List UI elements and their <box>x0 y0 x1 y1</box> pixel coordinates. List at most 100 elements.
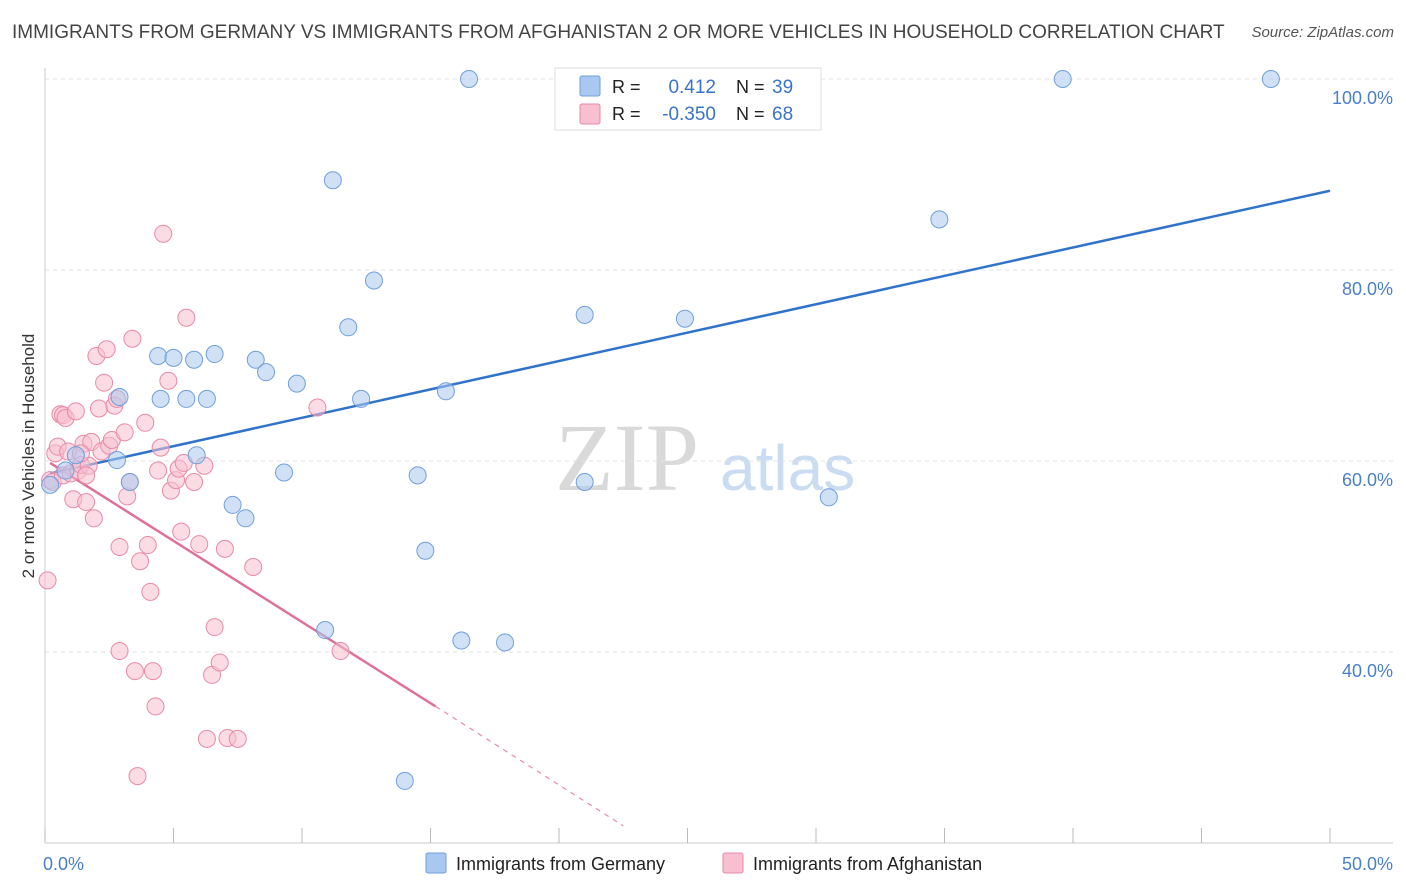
point-germany <box>364 271 383 290</box>
point-afghanistan <box>97 340 116 359</box>
trend-lines <box>49 189 1331 827</box>
point-germany <box>819 488 838 507</box>
point-germany <box>120 473 139 492</box>
point-germany <box>223 495 242 514</box>
point-afghanistan <box>177 308 196 327</box>
point-germany <box>416 541 435 560</box>
point-germany <box>575 305 594 324</box>
point-germany <box>205 345 224 364</box>
point-germany <box>675 309 694 328</box>
point-germany <box>1053 70 1072 88</box>
point-afghanistan <box>128 767 147 786</box>
legend-swatch-afghanistan <box>722 852 744 874</box>
point-germany <box>496 633 515 652</box>
legend-swatch-germany <box>425 852 447 874</box>
point-afghanistan <box>123 329 142 348</box>
point-afghanistan <box>136 413 155 432</box>
axes <box>44 68 1393 844</box>
point-germany <box>323 171 342 190</box>
point-germany <box>107 451 126 470</box>
point-afghanistan <box>172 522 191 541</box>
point-germany <box>185 350 204 369</box>
stats-legend-swatch-germany <box>579 75 601 97</box>
point-afghanistan <box>125 662 144 681</box>
point-afghanistan <box>308 398 327 417</box>
x-tick-label-max: 50.0% <box>1342 854 1393 874</box>
point-germany <box>177 389 196 408</box>
point-germany <box>41 475 60 494</box>
point-afghanistan <box>141 582 160 601</box>
point-germany <box>164 348 183 367</box>
point-afghanistan <box>244 558 263 577</box>
point-germany <box>575 473 594 492</box>
point-afghanistan <box>205 618 224 637</box>
x-tick-label-min: 0.0% <box>43 854 84 874</box>
point-germany <box>187 446 206 465</box>
data-points <box>38 70 1280 790</box>
point-afghanistan <box>77 466 96 485</box>
point-germany <box>275 463 294 482</box>
point-germany <box>197 389 216 408</box>
point-afghanistan <box>77 493 96 512</box>
point-germany <box>246 350 265 369</box>
trend-line-extension-afghanistan <box>435 705 624 827</box>
point-germany <box>66 446 85 465</box>
point-afghanistan <box>185 473 204 492</box>
point-afghanistan <box>149 461 168 480</box>
point-germany <box>352 389 371 408</box>
stats-legend-n-label-afghanistan: N = <box>736 104 765 124</box>
point-afghanistan <box>210 653 229 672</box>
point-germany <box>1261 70 1280 88</box>
point-afghanistan <box>89 399 108 418</box>
point-afghanistan <box>38 571 57 590</box>
point-afghanistan <box>228 729 247 748</box>
point-germany <box>110 388 129 407</box>
point-afghanistan <box>131 552 150 571</box>
point-afghanistan <box>138 536 157 555</box>
point-afghanistan <box>190 535 209 554</box>
stats-legend-r-label-afghanistan: R = <box>612 104 641 124</box>
y-tick-label: 100.0% <box>1332 88 1393 108</box>
legend-label-germany: Immigrants from Germany <box>456 854 665 874</box>
source-label: Source: ZipAtlas.com <box>1251 24 1394 41</box>
point-afghanistan <box>84 509 103 528</box>
y-axis-title: 2 or more Vehicles in Household <box>19 334 38 579</box>
watermark-zip: ZIP <box>555 404 699 511</box>
stats-legend-n-label-germany: N = <box>736 77 765 97</box>
point-afghanistan <box>143 662 162 681</box>
y-tick-label: 40.0% <box>1342 661 1393 681</box>
point-afghanistan <box>159 371 178 390</box>
point-afghanistan <box>331 642 350 661</box>
x-ticks <box>44 828 1331 843</box>
point-germany <box>56 461 75 480</box>
point-germany <box>149 346 168 365</box>
legend-label-afghanistan: Immigrants from Afghanistan <box>753 854 982 874</box>
stats-legend-r-label-germany: R = <box>612 77 641 97</box>
y-tick-label: 80.0% <box>1342 279 1393 299</box>
point-germany <box>257 363 276 382</box>
series-legend: Immigrants from Germany Immigrants from … <box>425 852 982 874</box>
chart-title: IMMIGRANTS FROM GERMANY VS IMMIGRANTS FR… <box>12 22 1225 43</box>
point-germany <box>930 210 949 229</box>
trend-line-afghanistan <box>49 461 437 708</box>
y-tick-label: 60.0% <box>1342 470 1393 490</box>
point-germany <box>151 389 170 408</box>
point-afghanistan <box>146 697 165 716</box>
point-afghanistan <box>115 423 134 442</box>
point-afghanistan <box>110 537 129 556</box>
point-afghanistan <box>151 438 170 457</box>
point-afghanistan <box>95 373 114 392</box>
point-germany <box>287 374 306 393</box>
point-germany <box>316 621 335 640</box>
point-germany <box>436 382 455 401</box>
point-germany <box>408 466 427 485</box>
stats-legend-r-value-afghanistan: -0.350 <box>662 104 716 125</box>
point-germany <box>339 318 358 337</box>
stats-legend-n-value-germany: 39 <box>772 77 793 98</box>
point-germany <box>236 509 255 528</box>
stats-legend: R = 0.412 N = 39 R = -0.350 N = 68 <box>554 67 822 131</box>
stats-legend-swatch-afghanistan <box>579 103 601 125</box>
y-tick-labels: 40.0% 60.0% 80.0% 100.0% <box>1332 88 1393 681</box>
point-afghanistan <box>110 642 129 661</box>
